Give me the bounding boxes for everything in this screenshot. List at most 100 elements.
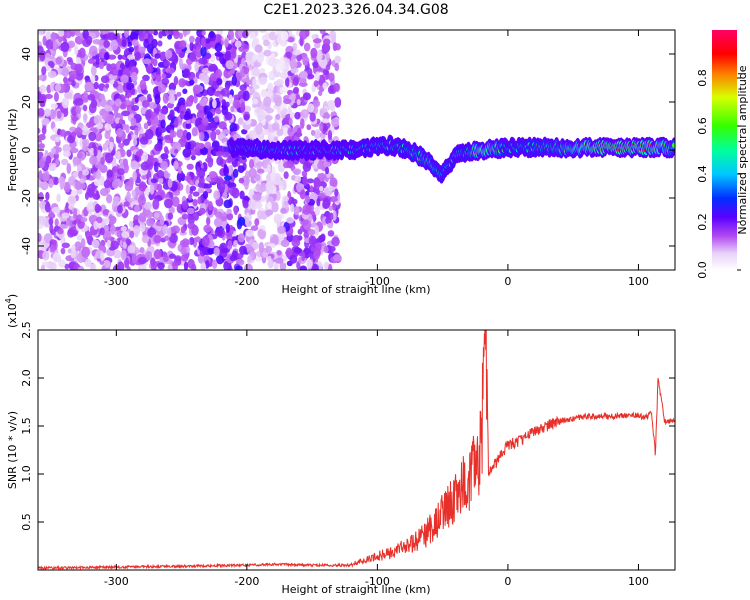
- colorbar-label: Normalized spectral amplitude: [736, 65, 749, 234]
- noise-blob: [274, 257, 284, 264]
- noise-blob: [61, 212, 70, 219]
- noise-blob: [88, 45, 98, 57]
- noise-blob: [144, 187, 150, 197]
- noise-blob: [256, 161, 265, 167]
- noise-blob: [257, 53, 264, 64]
- noise-blob: [191, 224, 199, 236]
- noise-blob: [325, 52, 330, 63]
- noise-blob: [149, 184, 155, 195]
- noise-blob: [167, 89, 176, 96]
- noise-blob: [88, 102, 97, 114]
- snr-frame: [37, 329, 676, 571]
- noise-blob: [84, 191, 90, 200]
- noise-blob: [296, 98, 301, 106]
- noise-blob: [315, 242, 322, 252]
- noise-blob: [274, 96, 282, 107]
- noise-blob: [186, 207, 195, 215]
- noise-blob: [183, 114, 191, 121]
- noise-blob: [145, 211, 154, 219]
- noise-blob: [142, 151, 149, 162]
- noise-blob: [88, 131, 97, 142]
- noise-blob: [314, 42, 321, 49]
- noise-blob: [314, 225, 320, 236]
- noise-blob: [323, 125, 328, 132]
- spectrogram-y-axis-label: Frequency (Hz): [6, 109, 19, 192]
- noise-blob: [208, 30, 215, 39]
- noise-blob: [203, 74, 210, 85]
- noise-blob: [57, 228, 64, 235]
- noise-blob: [169, 233, 178, 244]
- noise-blob: [306, 178, 315, 184]
- noise-blob: [327, 185, 335, 192]
- noise-blob: [166, 227, 172, 238]
- noise-blob: [263, 49, 272, 57]
- noise-blob: [121, 39, 127, 48]
- noise-blob: [221, 247, 231, 253]
- spectrogram-y-tick-label: -20: [20, 189, 33, 207]
- noise-blob: [173, 160, 179, 170]
- noise-blob: [242, 90, 250, 102]
- noise-blob: [38, 107, 45, 117]
- noise-blob: [62, 150, 71, 158]
- noise-blob: [283, 127, 289, 137]
- noise-blob: [117, 204, 123, 214]
- noise-blob: [160, 160, 168, 171]
- noise-blob: [299, 70, 308, 80]
- noise-blob: [254, 44, 263, 53]
- noise-blob: [213, 217, 223, 228]
- noise-blob: [213, 247, 220, 256]
- noise-blob: [50, 32, 56, 43]
- noise-blob: [193, 95, 198, 104]
- noise-blob: [225, 60, 234, 70]
- noise-blob: [301, 170, 308, 178]
- snr-x-tick-label: -100: [365, 575, 390, 588]
- noise-blob: [249, 31, 256, 40]
- noise-blob: [80, 238, 86, 249]
- noise-blob: [61, 242, 70, 249]
- noise-blob: [164, 49, 173, 59]
- noise-blob: [113, 107, 119, 119]
- noise-blob: [66, 162, 72, 174]
- noise-blob: [102, 208, 110, 216]
- noise-blob: [256, 110, 266, 121]
- noise-blob: [126, 191, 131, 202]
- noise-blob: [245, 52, 251, 62]
- noise-blob: [58, 176, 66, 185]
- noise-blob: [188, 193, 193, 201]
- noise-blob: [180, 247, 187, 255]
- noise-blob: [41, 172, 50, 182]
- noise-blob: [214, 228, 223, 237]
- noise-blob: [57, 30, 65, 37]
- noise-blob: [116, 150, 121, 160]
- noise-blob: [105, 139, 111, 146]
- spectrogram-y-tick-label: -40: [20, 237, 33, 255]
- noise-blob: [276, 128, 284, 137]
- noise-blob: [298, 78, 307, 84]
- noise-blob: [289, 254, 298, 264]
- noise-blob: [135, 150, 142, 157]
- snr-x-tick-label: 0: [504, 575, 511, 588]
- noise-blob: [132, 170, 137, 182]
- noise-blob: [45, 39, 55, 50]
- noise-blob: [267, 201, 272, 210]
- noise-blob: [314, 206, 320, 216]
- noise-blob: [78, 47, 86, 59]
- noise-blob: [224, 38, 229, 48]
- noise-blob: [333, 82, 340, 92]
- noise-blob: [94, 203, 101, 214]
- noise-blob: [129, 31, 139, 42]
- noise-blob: [202, 190, 209, 200]
- noise-blob: [302, 204, 311, 216]
- noise-blob: [167, 34, 173, 40]
- noise-blob: [50, 147, 56, 155]
- noise-blob: [334, 188, 339, 197]
- ridge-core: [672, 143, 675, 149]
- noise-blob: [270, 171, 276, 183]
- spectrogram-x-tick-label: -100: [365, 275, 390, 288]
- noise-blob: [217, 182, 226, 193]
- noise-blob: [192, 191, 200, 197]
- noise-blob: [38, 151, 44, 158]
- noise-blob: [197, 142, 205, 149]
- noise-blob: [312, 99, 321, 108]
- noise-blob: [74, 30, 81, 36]
